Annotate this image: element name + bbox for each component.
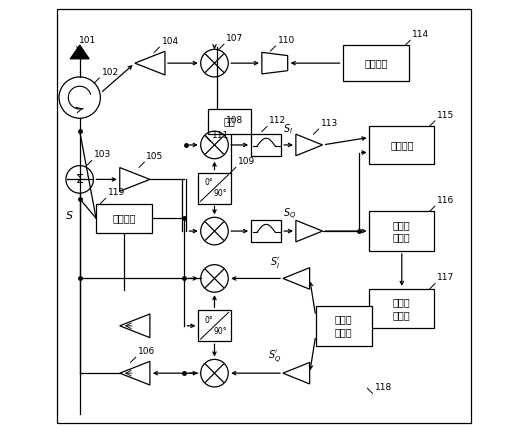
FancyBboxPatch shape	[208, 109, 251, 134]
FancyBboxPatch shape	[199, 310, 231, 341]
Text: 116: 116	[437, 196, 455, 205]
Text: 102: 102	[101, 68, 119, 76]
Text: 115: 115	[437, 111, 455, 120]
Text: 107: 107	[226, 34, 243, 43]
FancyBboxPatch shape	[370, 289, 434, 328]
FancyBboxPatch shape	[251, 220, 281, 242]
FancyBboxPatch shape	[316, 306, 372, 346]
Text: 118: 118	[375, 383, 392, 392]
FancyBboxPatch shape	[370, 211, 434, 251]
Text: 初始参
数取得: 初始参 数取得	[393, 220, 411, 242]
FancyBboxPatch shape	[370, 126, 434, 164]
Text: 112: 112	[269, 116, 286, 125]
Text: 117: 117	[437, 273, 455, 283]
Text: $S_Q'$: $S_Q'$	[268, 348, 281, 365]
Text: 发送信号: 发送信号	[364, 58, 388, 68]
Text: 110: 110	[278, 35, 295, 44]
FancyBboxPatch shape	[251, 134, 281, 156]
Text: $S_Q$: $S_Q$	[284, 207, 297, 222]
Text: 目标相
位取得: 目标相 位取得	[393, 297, 411, 320]
Polygon shape	[70, 45, 89, 59]
Text: 101: 101	[79, 36, 96, 45]
Text: $S_I'$: $S_I'$	[270, 255, 281, 270]
Text: 0°: 0°	[204, 178, 213, 187]
Text: $S$: $S$	[64, 209, 73, 221]
Text: 119: 119	[108, 188, 125, 197]
Text: 113: 113	[321, 119, 338, 128]
Text: 108: 108	[226, 116, 243, 125]
Text: 103: 103	[94, 150, 111, 159]
Text: 本振: 本振	[224, 116, 235, 126]
Text: 104: 104	[162, 37, 178, 46]
Text: 功率检测: 功率检测	[112, 213, 136, 223]
FancyBboxPatch shape	[199, 172, 231, 203]
Text: $S_I$: $S_I$	[284, 123, 294, 137]
Text: 111: 111	[212, 131, 230, 140]
FancyBboxPatch shape	[96, 203, 152, 233]
Text: 0°: 0°	[204, 316, 213, 325]
Text: 109: 109	[238, 157, 255, 166]
FancyBboxPatch shape	[343, 45, 409, 81]
Text: $\Sigma$: $\Sigma$	[75, 173, 84, 186]
Text: 90°: 90°	[213, 327, 227, 336]
Text: 90°: 90°	[213, 189, 227, 198]
Text: 106: 106	[138, 347, 155, 356]
Text: 105: 105	[146, 152, 164, 161]
Text: 抵消信
号形成: 抵消信 号形成	[335, 314, 353, 337]
Text: 114: 114	[412, 30, 429, 39]
Text: 数据解码: 数据解码	[390, 140, 413, 150]
